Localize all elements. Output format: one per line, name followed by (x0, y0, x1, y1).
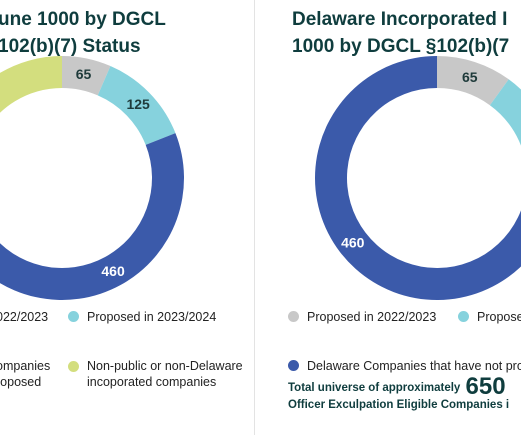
legend-dot-cyan (458, 311, 469, 322)
right-legend-label-2: Propose (477, 310, 521, 324)
legend-dot-gray (288, 311, 299, 322)
donut-1-label-2: 460 (341, 234, 365, 250)
right-chart-title: Delaware Incorporated I 1000 by DGCL §10… (292, 6, 509, 60)
donut-0-slice-2 (0, 133, 184, 300)
left-chart-title: une 1000 by DGCL 102(b)(7) Status (0, 6, 166, 60)
left-title-line-2: 102(b)(7) Status (0, 36, 141, 57)
donut-0-label-1: 125 (126, 96, 150, 112)
left-legend-label-1: 022/2023 (0, 310, 49, 324)
right-donut-chart: 65 460 (315, 56, 521, 300)
legend-dot-blue (288, 360, 299, 371)
donut-0-slice-0 (62, 56, 111, 96)
donut-0-label-2: 460 (101, 263, 125, 279)
right-legend-label-3: Delaware Companies that have not prop (307, 359, 521, 373)
left-legend-label-4: Non-public or non-Delaware incoporated c… (87, 359, 243, 389)
legend-dot-lime (68, 361, 79, 372)
total-line-1: Total universe of approximately (288, 382, 461, 394)
donut-1-slice-1 (489, 79, 521, 146)
donut-1-slice-0 (437, 56, 509, 106)
donut-1-label-0: 65 (462, 69, 478, 85)
donut-1-slice-2 (315, 56, 521, 300)
donut-0-label-0: 65 (76, 66, 92, 82)
total-universe-note: Total universe of approximately 650 Offi… (288, 375, 510, 414)
donut-0-slice-3 (0, 56, 62, 113)
left-donut-chart: 65 125 460 (0, 56, 184, 300)
left-title-line-1: une 1000 by DGCL (0, 9, 166, 30)
legend-dot-cyan (68, 311, 79, 322)
right-legend-label-1: Proposed in 2022/2023 (307, 310, 437, 324)
left-legend-label-2: Proposed in 2023/2024 (87, 310, 217, 324)
left-legend-label-3: ompanies roposed (0, 359, 51, 389)
panel-divider (254, 0, 255, 435)
total-line-2: Officer Exculpation Eligible Companies i (288, 399, 510, 411)
total-number: 650 (465, 373, 506, 400)
right-title-line-1: Delaware Incorporated I (292, 9, 508, 30)
donut-0-slice-1 (97, 66, 176, 145)
right-title-line-2: 1000 by DGCL §102(b)(7 (292, 36, 510, 57)
